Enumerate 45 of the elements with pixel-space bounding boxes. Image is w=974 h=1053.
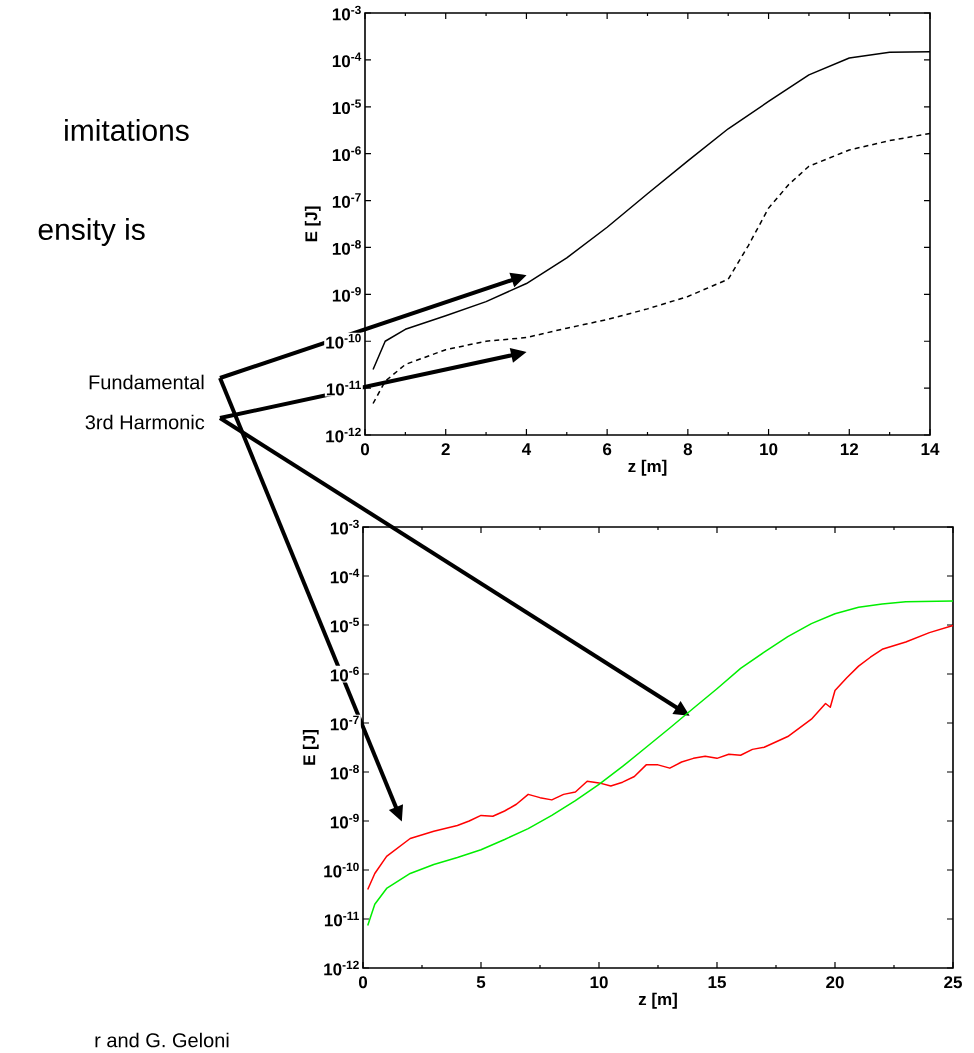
x-tick-label: 12	[840, 443, 859, 456]
y-tick-label: 10$^{-4}$	[330, 568, 360, 584]
x-tick-label: 25	[944, 976, 962, 989]
y-tick-label: 10$^{-11}$	[326, 380, 361, 396]
y-tick-label: 10$^{-8}$	[330, 764, 359, 780]
x-tick-label: 0	[360, 443, 370, 456]
y-tick-label: 10$^{-7}$	[330, 715, 359, 731]
x-tick-label: 5	[476, 976, 486, 989]
x-tick-label: 10	[590, 976, 608, 989]
y-tick-label: 10$^{-6}$	[332, 146, 361, 162]
text: Fundamental	[89, 374, 204, 390]
text: imitations	[65, 119, 189, 142]
y-tick-label: 10$^{-5}$	[332, 99, 361, 115]
text: 3rd Harmonic	[85, 414, 205, 430]
y-axis-title: E [J]	[304, 206, 321, 242]
y-tick-label: 10$^{-4}$	[332, 52, 362, 68]
y-tick-label: 10$^{-10}$	[324, 862, 359, 878]
x-tick-label: 15	[708, 976, 726, 989]
text: r and G. Geloni	[95, 1032, 229, 1048]
line-series	[366, 600, 954, 927]
y-axis-title: E [J]	[302, 730, 319, 765]
x-tick-label: 4	[521, 443, 532, 455]
x-tick-label: 10	[760, 443, 778, 456]
y-tick-label: 10$^{-8}$	[332, 240, 361, 255]
x-tick-label: 0	[358, 976, 368, 989]
y-tick-label: 10$^{-11}$	[324, 911, 359, 927]
y-tick-label: 10$^{-10}$	[326, 333, 361, 349]
x-tick-label: 8	[683, 443, 693, 456]
x-tick-label: 20	[826, 976, 844, 989]
y-tick-label: 10$^{-3}$	[332, 5, 361, 21]
y-tick-label: 10$^{-7}$	[332, 193, 361, 208]
x-tick-label: 2	[441, 443, 450, 456]
y-tick-label: 10$^{-6}$	[330, 666, 359, 682]
y-tick-label: 10$^{-9}$	[332, 286, 361, 302]
text: ensity is	[38, 218, 145, 246]
y-tick-label: 10$^{-3}$	[330, 519, 359, 535]
y-tick-label: 10$^{-12}$	[324, 960, 359, 976]
x-axis-title: z [m]	[628, 459, 667, 476]
x-tick-label: 6	[603, 443, 612, 456]
line-series	[366, 624, 954, 891]
y-tick-label: 10$^{-9}$	[330, 813, 359, 829]
y-tick-label: 10$^{-12}$	[326, 427, 361, 443]
x-tick-label: 14	[921, 443, 940, 455]
x-axis-title: z [m]	[638, 992, 677, 1009]
y-tick-label: 10$^{-5}$	[330, 617, 359, 633]
